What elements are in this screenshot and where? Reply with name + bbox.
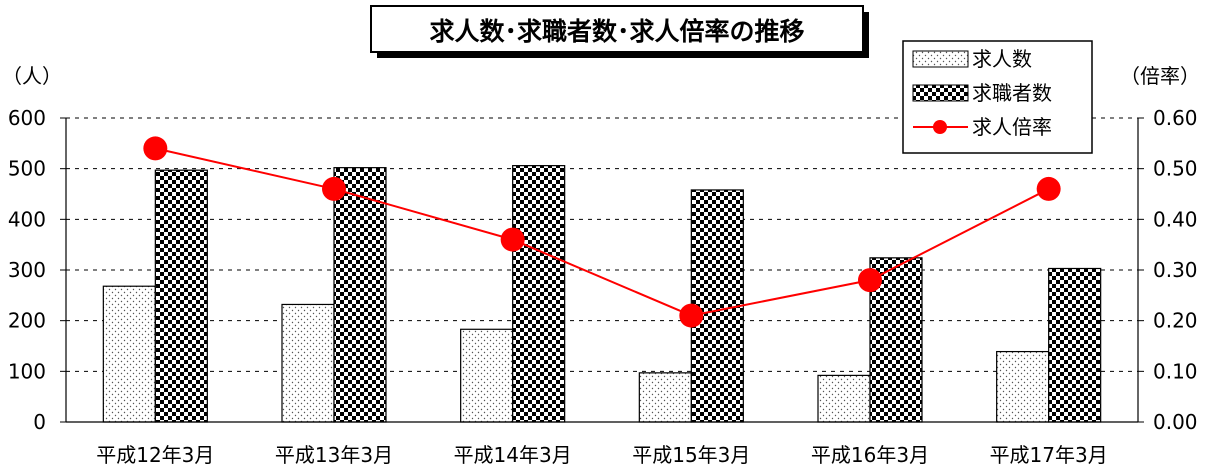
tick-labels: 0 0.00 100 0.10 200 0.20 300 0.30 400 0.40 500 0.50… — [8, 106, 1198, 467]
legend-label-求人倍率: 求人倍率 — [972, 115, 1052, 139]
y-left-tick-label: 0 — [33, 410, 46, 434]
ratio-polyline — [155, 147, 1050, 317]
bar-求職者数 — [1048, 267, 1102, 423]
y-left-tick-label: 100 — [8, 359, 46, 383]
x-tick-label: 平成16年3月 — [811, 443, 929, 467]
bar-求職者数 — [333, 167, 387, 423]
bar-求職者数 — [512, 165, 566, 423]
y-right-tick-label: 0.50 — [1153, 157, 1198, 181]
left-axis-unit: （人） — [2, 64, 62, 88]
y-left-tick-label: 600 — [8, 106, 46, 130]
bars — [102, 165, 1102, 423]
y-right-tick-label: 0.00 — [1153, 410, 1198, 434]
chart-title: 求人数･求職者数･求人倍率の推移 — [429, 17, 804, 46]
ratio-point — [858, 268, 882, 293]
legend: 求人数 求職者数 求人倍率 — [902, 40, 1093, 154]
ratio-line — [143, 136, 1061, 328]
y-left-tick-label: 400 — [8, 207, 46, 231]
legend-label-求職者数: 求職者数 — [972, 81, 1052, 105]
title-frame — [370, 5, 864, 53]
y-right-tick-label: 0.20 — [1153, 309, 1198, 333]
gridlines — [66, 117, 1138, 372]
axes — [60, 117, 1144, 423]
y-right-tick-label: 0.10 — [1153, 359, 1198, 383]
ratio-point — [1036, 176, 1061, 201]
x-tick-label: 平成15年3月 — [632, 443, 750, 467]
x-tick-label: 平成12年3月 — [96, 443, 214, 467]
ratio-point — [500, 227, 525, 252]
bar-求職者数 — [154, 169, 208, 423]
legend-swatch-求職者数 — [912, 84, 969, 102]
y-right-tick-label: 0.40 — [1153, 207, 1198, 231]
legend-swatch-求人数 — [912, 50, 969, 68]
ratio-point — [322, 176, 346, 201]
bar-求人数 — [638, 372, 692, 423]
x-tick-label: 平成14年3月 — [454, 443, 572, 467]
ratio-point — [679, 303, 704, 328]
bar-求人数 — [460, 328, 514, 423]
y-right-tick-label: 0.30 — [1153, 258, 1198, 282]
y-left-tick-label: 300 — [8, 258, 46, 282]
y-right-tick-label: 0.60 — [1153, 106, 1198, 130]
legend-label-求人数: 求人数 — [972, 47, 1032, 71]
legend-marker-求人倍率 — [933, 120, 947, 134]
y-left-tick-label: 200 — [8, 309, 46, 333]
x-tick-label: 平成17年3月 — [990, 443, 1108, 467]
bar-求人数 — [281, 303, 335, 423]
x-tick-label: 平成13年3月 — [275, 443, 393, 467]
bar-求人数 — [817, 374, 871, 423]
chart-title-box: 求人数･求職者数･求人倍率の推移 — [370, 5, 869, 58]
bar-求人数 — [102, 285, 156, 423]
bar-求人数 — [996, 350, 1050, 423]
y-left-tick-label: 500 — [8, 157, 46, 181]
right-axis-unit: （倍率） — [1120, 64, 1200, 88]
ratio-point — [143, 136, 168, 161]
